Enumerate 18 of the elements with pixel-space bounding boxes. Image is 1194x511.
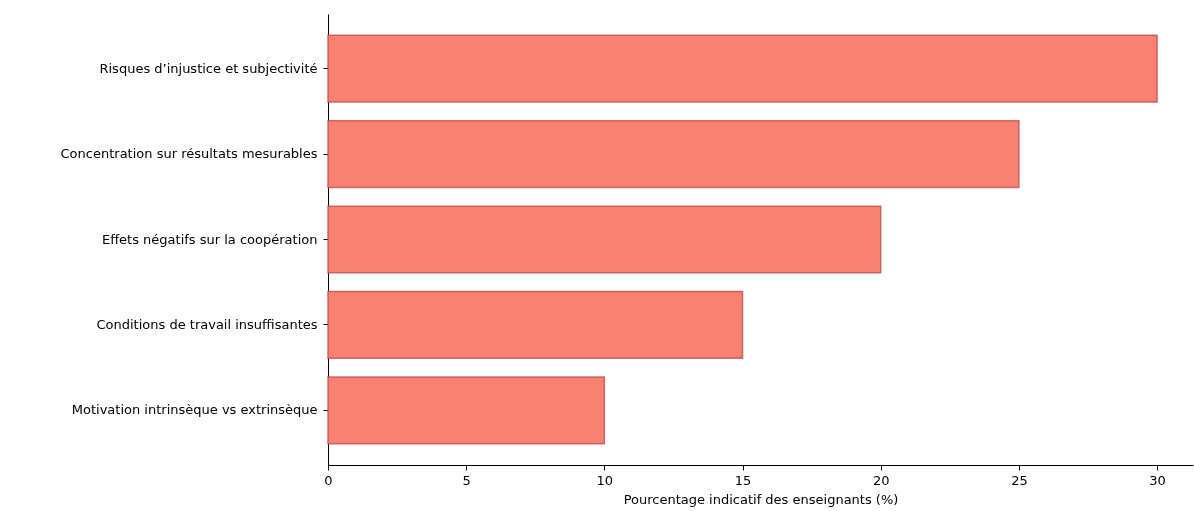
x-tick-label: 5 (462, 472, 471, 488)
x-tick-label: 20 (872, 472, 890, 488)
bar (327, 34, 1158, 103)
y-tick-label: Risques d’injustice et subjectivité (99, 60, 318, 76)
x-tick-label: 25 (1011, 472, 1028, 488)
x-tick-label: 0 (324, 472, 333, 488)
bar (327, 290, 744, 359)
y-tick-label: Effets négatifs sur la coopération (101, 231, 318, 247)
y-tick-label: Motivation intrinsèque vs extrinsèque (71, 402, 318, 418)
x-tick-label: 15 (734, 472, 752, 488)
x-tick-label: 10 (596, 472, 614, 488)
y-tick-label: Concentration sur résultats mesurables (60, 146, 318, 162)
bar (327, 376, 606, 445)
bar (327, 205, 882, 274)
x-axis-title: Pourcentage indicatif des enseignants (%) (623, 491, 899, 507)
y-tick-label: Conditions de travail insuffisantes (96, 316, 318, 332)
x-tick-label: 30 (1149, 472, 1166, 488)
bar (327, 120, 1020, 189)
